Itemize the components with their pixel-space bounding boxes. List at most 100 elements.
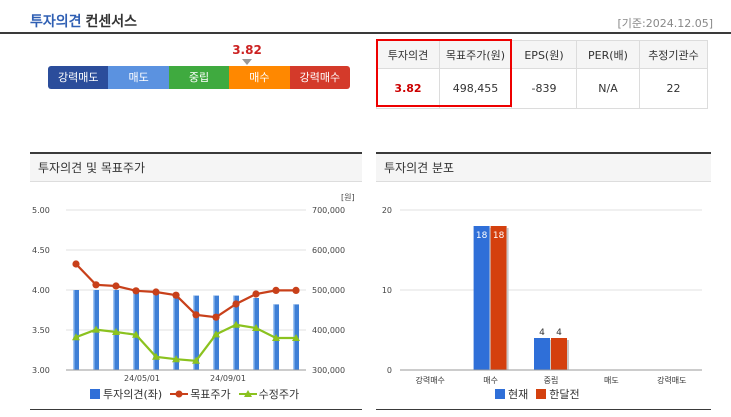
opinion-scale-bar: 강력매도 매도 중립 매수 강력매수 — [48, 66, 351, 89]
adjusted-price-point — [92, 325, 100, 333]
left-tick-label: 4.00 — [32, 286, 50, 295]
bar-value-label: 4 — [556, 328, 562, 338]
base-date: [기준:2024.12.05] — [617, 17, 713, 30]
target-price-point — [252, 290, 260, 298]
opinion-bar — [253, 298, 259, 370]
opinion-marker-value: 3.82 — [232, 43, 262, 57]
bar-value-label: 18 — [493, 231, 505, 241]
opinion-bar-highlight — [133, 292, 135, 370]
adjusted-price-point — [272, 334, 280, 341]
target-price-point — [152, 288, 160, 296]
x-tick-label: 24/09/01 — [210, 374, 246, 383]
left-tick-label: 3.50 — [32, 326, 50, 335]
legend-item-opinion: 투자의견(좌) — [90, 386, 162, 402]
target-price-point — [212, 313, 220, 321]
legend-item-target: 목표주가 — [170, 386, 231, 402]
opinion-marker: 3.82 — [232, 43, 262, 65]
td-per: N/A — [576, 68, 640, 109]
adjusted-price-point — [212, 330, 220, 338]
legend-label-prev: 한달전 — [549, 388, 580, 401]
opinion-bar — [193, 295, 199, 370]
opinion-bar — [173, 294, 179, 370]
left-tick-label: 5.00 — [32, 206, 50, 215]
left-panel-bottom-line — [30, 409, 362, 410]
adjusted-price-point — [192, 356, 200, 364]
opinion-bar-highlight — [253, 298, 255, 370]
distribution-bar — [551, 338, 567, 370]
legend-swatch-prev — [536, 389, 547, 399]
opinion-distribution-chart: 18 18 4 4 20 10 0 강력매수 매수 중립 매도 강력매도 — [382, 206, 702, 385]
category-label: 강력매도 — [657, 375, 686, 385]
th-eps: EPS(원) — [511, 40, 577, 69]
target-price-point — [112, 282, 120, 290]
category-label: 강력매수 — [415, 375, 444, 385]
opinion-seg-buy: 매수 — [229, 66, 290, 89]
title-sub: 컨센서스 — [85, 14, 138, 30]
highlight-box — [376, 39, 512, 107]
target-price-point — [232, 300, 240, 308]
target-price-point — [272, 286, 280, 294]
legend-label-target: 목표주가 — [190, 388, 231, 401]
right-axis-unit: [원] — [341, 193, 355, 202]
bar-shadow — [506, 228, 509, 370]
distribution-bar — [473, 226, 490, 370]
distribution-bar — [490, 226, 507, 370]
left-tick-label: 4.50 — [32, 246, 50, 255]
legend-line-adjusted-icon — [238, 390, 257, 397]
right-tick-label: 600,000 — [312, 246, 345, 255]
opinion-bar — [233, 295, 239, 370]
opinion-bar — [153, 292, 159, 370]
category-label: 중립 — [544, 376, 559, 385]
adjusted-price-point — [152, 352, 160, 360]
target-price-point — [72, 260, 80, 268]
legend-item-current: 현재 — [495, 386, 528, 402]
legend-swatch-opinion — [90, 389, 100, 399]
th-opinion: 투자의견 — [376, 40, 440, 69]
adjusted-price-point — [232, 320, 240, 328]
right-chart-legend: 현재 한달전 — [495, 386, 588, 402]
target-price-point — [172, 291, 180, 299]
right-tick-label: 500,000 — [312, 286, 345, 295]
legend-line-target-icon — [170, 390, 189, 398]
opinion-seg-strong-sell: 강력매도 — [48, 66, 109, 89]
target-price-point — [192, 311, 200, 319]
panel-title-left: 투자의견 및 목표주가 — [30, 152, 362, 182]
y-tick-label: 0 — [387, 366, 392, 375]
legend-label-current: 현재 — [508, 388, 529, 401]
opinion-target-chart: 5.00 4.50 4.00 3.50 3.00 700,000 600,000 500,00… — [32, 193, 355, 383]
opinion-bar — [73, 290, 79, 370]
opinion-bar-highlight — [73, 290, 75, 370]
title-main: 투자의견 — [30, 14, 82, 30]
opinion-bar-highlight — [233, 295, 235, 370]
table-row: 3.82 498,455 -839 N/A 22 — [376, 68, 708, 109]
opinion-bar-highlight — [213, 295, 215, 370]
td-eps: -839 — [511, 68, 577, 109]
distribution-bar — [534, 338, 550, 370]
right-tick-label: 400,000 — [312, 326, 345, 335]
bar-value-label: 18 — [476, 231, 488, 241]
consensus-table: 투자의견 목표주가(원) EPS(원) PER(배) 추정기관수 3.82 49… — [376, 40, 708, 109]
page-header: 투자의견 컨센서스 [기준:2024.12.05] — [0, 0, 731, 34]
adjusted-price-point — [72, 333, 80, 341]
opinion-distribution-panel: 투자의견 분포 18 18 4 4 20 10 0 강력매수 매수 중립 매도 강력매도 — [376, 152, 711, 410]
opinion-target-panel: 투자의견 및 목표주가 5.00 4.50 4.00 3.50 3.00 700,000 6… — [30, 152, 362, 410]
left-chart-legend: 투자의견(좌) 목표주가 수정주가 — [90, 386, 307, 402]
adjusted-price-point — [112, 328, 120, 335]
category-label: 매수 — [483, 376, 498, 385]
panel-title-right: 투자의견 분포 — [376, 152, 711, 182]
th-per: PER(배) — [576, 40, 640, 69]
bar-shadow — [567, 340, 569, 370]
opinion-seg-sell: 매도 — [108, 66, 169, 89]
adjusted-price-line — [75, 323, 296, 362]
target-price-point — [132, 287, 140, 295]
td-opinion: 3.82 — [376, 68, 440, 109]
opinion-bar-highlight — [193, 295, 195, 370]
page-title: 투자의견 컨센서스 — [30, 11, 137, 31]
opinion-bar-highlight — [113, 290, 115, 370]
adjusted-price-point — [292, 334, 300, 341]
right-tick-label: 300,000 — [312, 366, 345, 375]
adjusted-price-point — [172, 355, 180, 363]
opinion-bar-highlight — [173, 294, 175, 370]
x-tick-label: 24/05/01 — [124, 374, 160, 383]
opinion-seg-strong-buy: 강력매수 — [289, 66, 351, 89]
